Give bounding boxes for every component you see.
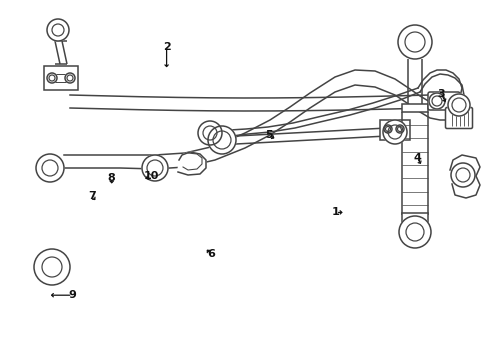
Circle shape	[384, 125, 392, 133]
FancyBboxPatch shape	[428, 92, 460, 110]
Circle shape	[383, 120, 407, 144]
Text: 8: 8	[108, 173, 116, 183]
FancyBboxPatch shape	[445, 108, 472, 129]
Polygon shape	[450, 155, 480, 198]
Circle shape	[47, 19, 69, 41]
FancyBboxPatch shape	[380, 120, 410, 140]
Text: 3: 3	[437, 89, 445, 99]
Text: 5: 5	[265, 130, 272, 140]
Circle shape	[396, 125, 404, 133]
Text: 6: 6	[207, 249, 215, 259]
Circle shape	[47, 73, 57, 83]
Circle shape	[142, 155, 168, 181]
Text: 7: 7	[88, 191, 96, 201]
Circle shape	[399, 216, 431, 248]
Text: 9: 9	[69, 290, 76, 300]
Circle shape	[34, 249, 70, 285]
Polygon shape	[178, 152, 206, 175]
Text: 10: 10	[143, 171, 159, 181]
Circle shape	[448, 94, 470, 116]
Text: 2: 2	[163, 42, 171, 52]
Circle shape	[451, 163, 475, 187]
FancyBboxPatch shape	[44, 66, 78, 90]
Circle shape	[36, 154, 64, 182]
Circle shape	[429, 93, 445, 109]
Circle shape	[198, 121, 222, 145]
Circle shape	[208, 126, 236, 154]
FancyBboxPatch shape	[402, 104, 428, 112]
FancyBboxPatch shape	[402, 213, 428, 223]
Circle shape	[398, 25, 432, 59]
Text: 1: 1	[332, 207, 340, 217]
Circle shape	[65, 73, 75, 83]
Text: 4: 4	[414, 153, 421, 163]
